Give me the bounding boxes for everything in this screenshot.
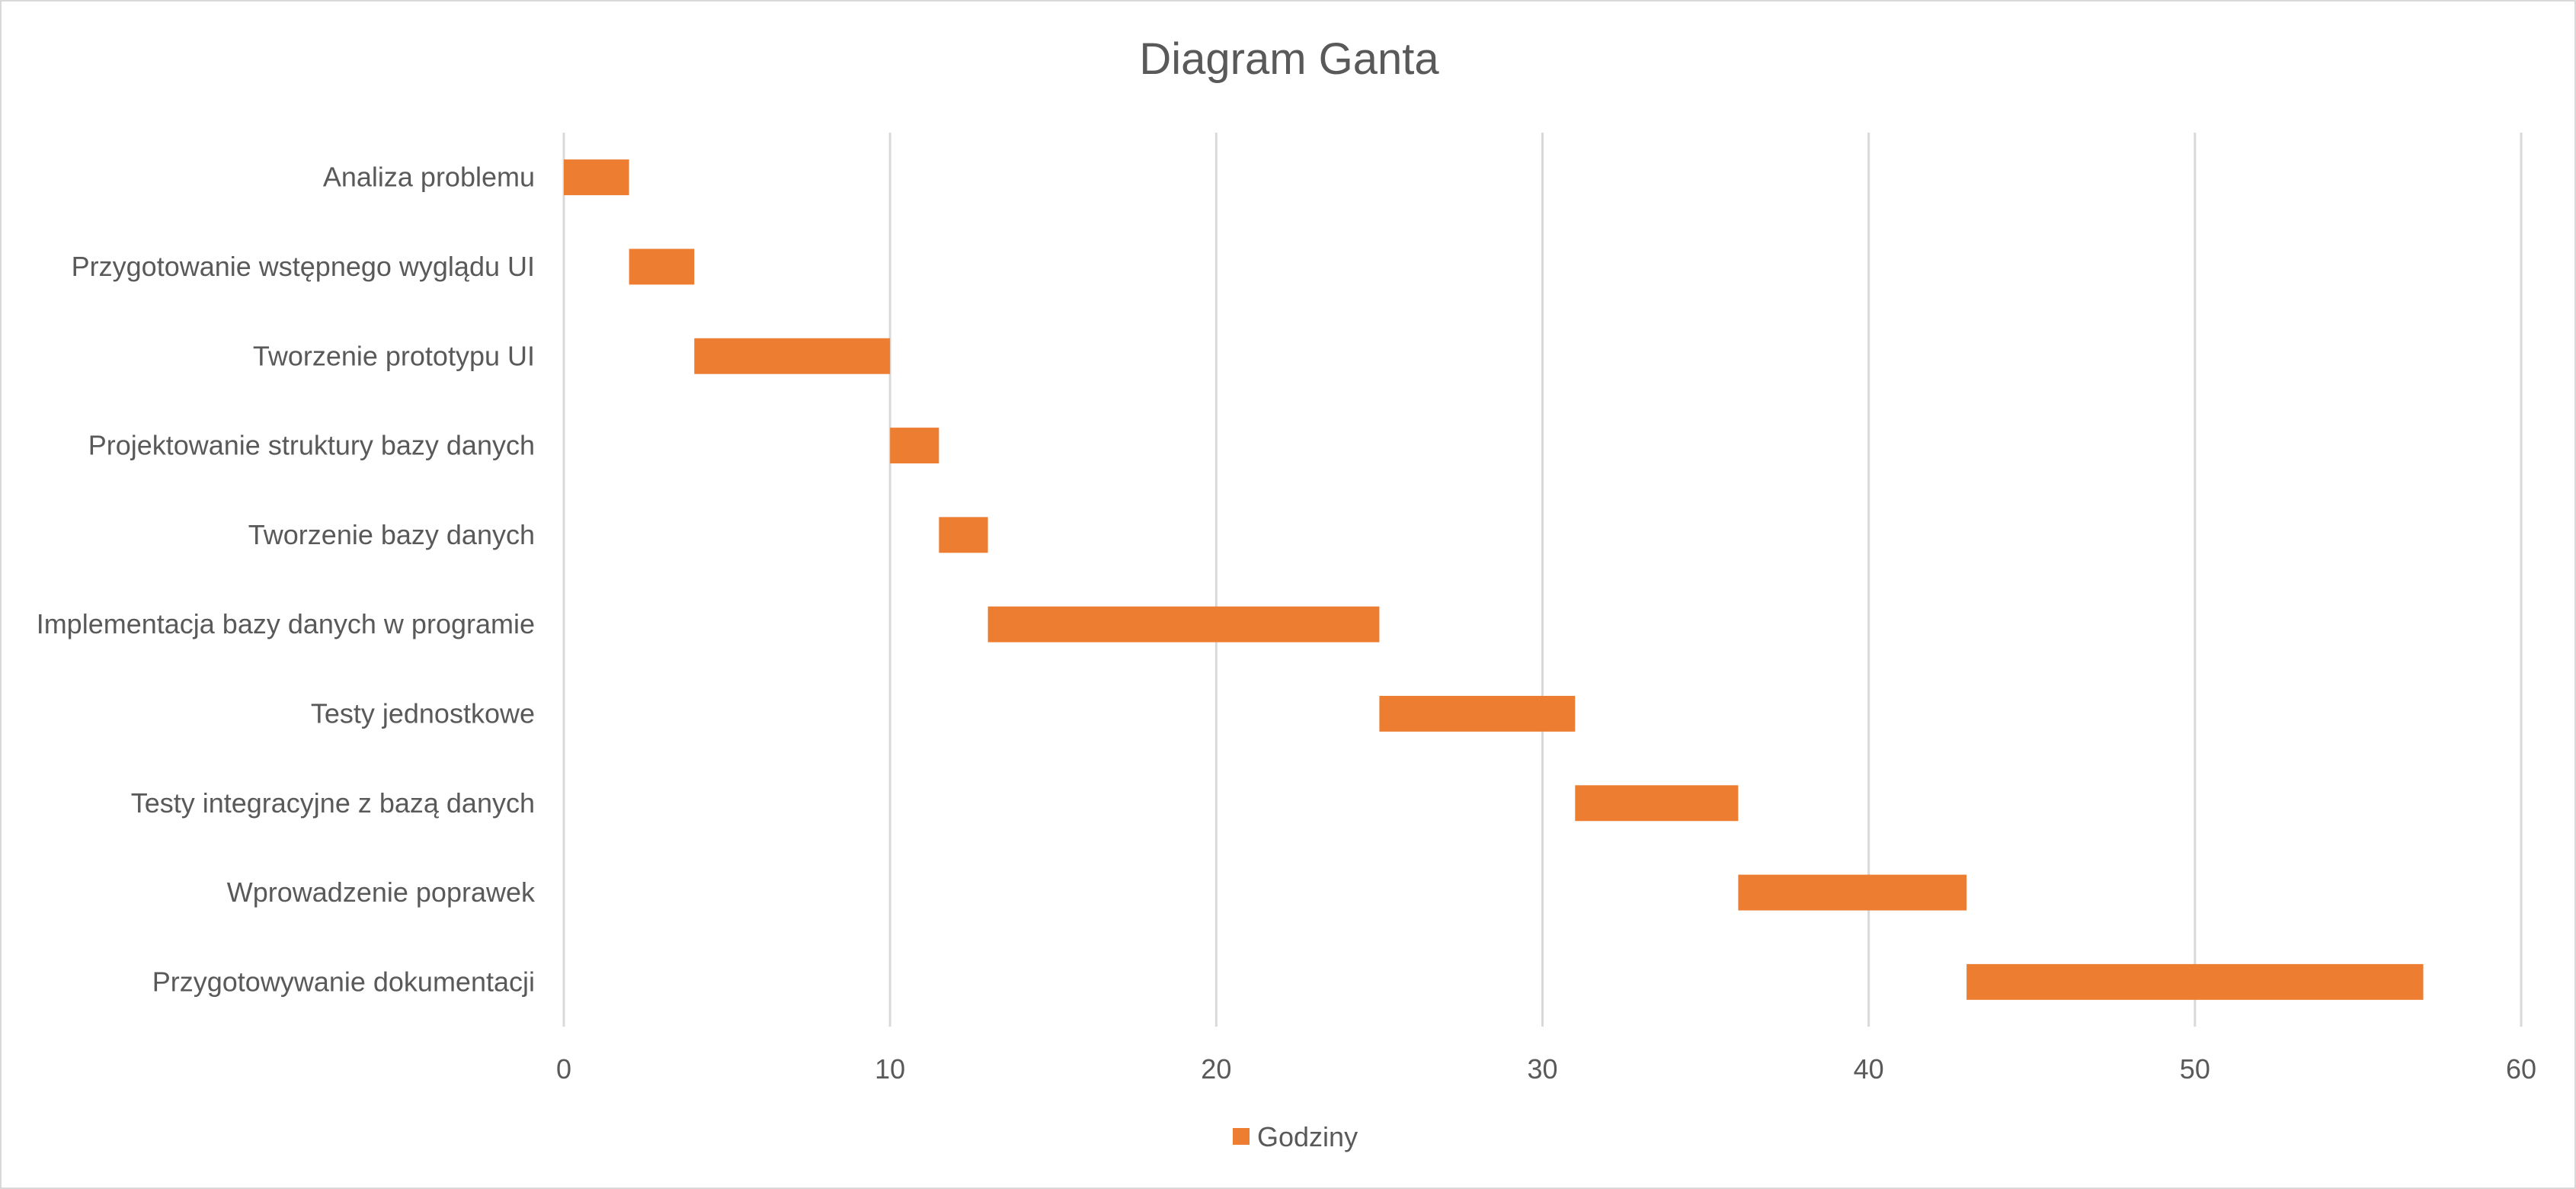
bar-task: [939, 517, 988, 553]
x-tick-label: 0: [556, 1053, 571, 1085]
category-axis: Analiza problemu Przygotowanie wstępnego …: [37, 162, 536, 998]
bars: [564, 159, 2424, 1000]
x-tick-label: 40: [1854, 1053, 1884, 1085]
category-label: Analiza problemu: [323, 162, 535, 193]
category-label: Implementacja bazy danych w programie: [37, 608, 535, 639]
bar-task: [629, 248, 695, 285]
category-label: Przygotowywanie dokumentacji: [152, 966, 535, 997]
bar-task: [1379, 695, 1576, 732]
legend: Godziny: [1233, 1121, 1358, 1152]
value-axis: 0 10 20 30 40 50 60: [556, 1053, 2536, 1085]
gridlines: [562, 133, 2523, 1027]
bar-task: [694, 338, 891, 374]
bar-task: [1575, 785, 1739, 822]
category-label: Testy integracyjne z bazą danych: [131, 787, 535, 819]
bar-task: [564, 159, 629, 196]
bar-task: [1966, 963, 2424, 1000]
chart-title: Diagram Ganta: [1139, 34, 1439, 84]
legend-label-godziny: Godziny: [1257, 1121, 1358, 1152]
category-label: Przygotowanie wstępnego wyglądu UI: [72, 251, 535, 282]
legend-swatch-godziny: [1233, 1128, 1250, 1145]
category-label: Testy jednostkowe: [311, 697, 535, 729]
category-label: Tworzenie bazy danych: [248, 519, 535, 550]
x-tick-label: 50: [2180, 1053, 2210, 1085]
x-tick-label: 60: [2506, 1053, 2536, 1085]
x-tick-label: 10: [875, 1053, 905, 1085]
bar-task: [1738, 874, 1967, 911]
category-label: Wprowadzenie poprawek: [227, 877, 536, 908]
bar-task: [890, 428, 939, 464]
category-label: Tworzenie prototypu UI: [253, 340, 535, 371]
bar-task: [987, 606, 1380, 643]
x-tick-label: 20: [1201, 1053, 1231, 1085]
category-label: Projektowanie struktury bazy danych: [88, 430, 535, 461]
x-tick-label: 30: [1527, 1053, 1557, 1085]
